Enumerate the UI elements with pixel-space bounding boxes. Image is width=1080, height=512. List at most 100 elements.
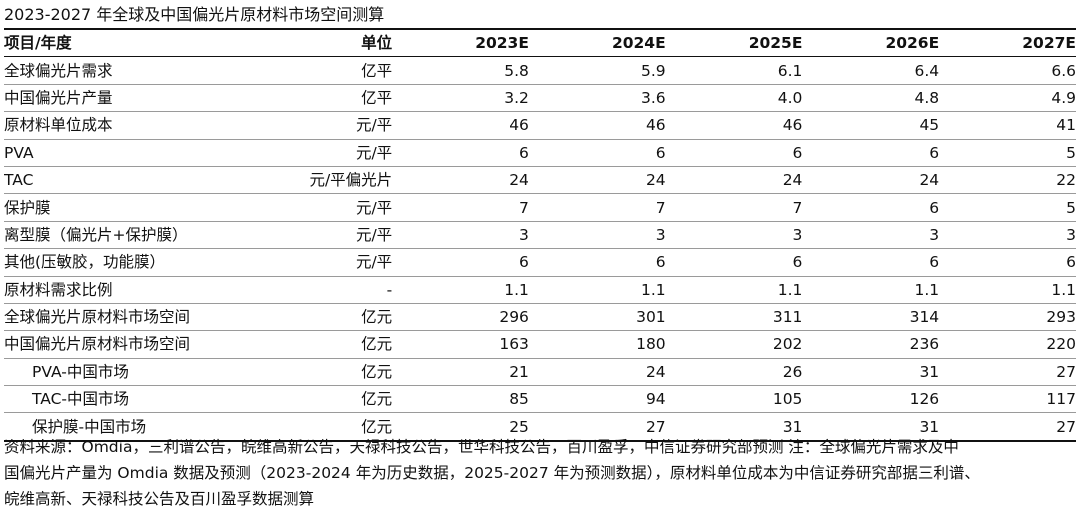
row-value: 4.0	[665, 84, 803, 113]
row-value: 24	[528, 358, 666, 387]
row-value: 126	[802, 385, 940, 414]
header-2024: 2024E	[528, 28, 666, 58]
footnote-line: 皖维高新、天禄科技公告及百川盈孚数据测算	[4, 490, 315, 508]
row-value: 5.9	[528, 56, 666, 85]
row-value: 1.1	[802, 276, 940, 304]
row-value: 85	[392, 385, 529, 414]
row-value: 6	[802, 193, 940, 222]
row-value: 180	[528, 330, 666, 359]
row-unit: 元/平	[241, 221, 393, 250]
row-value: 3	[392, 221, 529, 250]
row-value: 24	[392, 166, 529, 195]
row-value: 6	[528, 139, 666, 167]
table-row: PVA-中国市场 亿元 21 24 26 31 27	[4, 358, 1076, 387]
table-row: 保护膜-中国市场 亿元 25 27 31 31 27	[4, 412, 1076, 442]
footnote-line: 国偏光片产量为 Omdia 数据及预测（2023-2024 年为历史数据，202…	[4, 464, 980, 482]
row-value: 26	[665, 358, 803, 387]
table-row: 其他(压敏胶，功能膜） 元/平 6 6 6 6 6	[4, 248, 1076, 277]
row-unit: 元/平	[241, 111, 393, 140]
table-row: 保护膜 元/平 7 7 7 6 5	[4, 193, 1076, 222]
row-value: 1.1	[665, 276, 803, 304]
table-row: 全球偏光片原材料市场空间 亿元 296 301 311 314 293	[4, 303, 1076, 332]
row-item-label: 中国偏光片原材料市场空间	[4, 330, 242, 359]
row-value: 6	[528, 248, 666, 277]
row-value: 27	[939, 412, 1076, 442]
row-item-label: 全球偏光片原材料市场空间	[4, 303, 242, 332]
row-value: 6	[392, 248, 529, 277]
table-row: TAC 元/平偏光片 24 24 24 24 22	[4, 166, 1076, 195]
row-value: 117	[939, 385, 1076, 414]
row-value: 3	[802, 221, 940, 250]
row-unit: 亿元	[241, 412, 393, 442]
row-unit: 元/平偏光片	[241, 166, 393, 195]
row-item-label: TAC-中国市场	[4, 385, 242, 414]
row-value: 94	[528, 385, 666, 414]
row-item-label: 离型膜（偏光片+保护膜）	[4, 221, 242, 250]
row-unit: 元/平	[241, 139, 393, 167]
row-item-label: 保护膜	[4, 193, 242, 222]
table-row: 离型膜（偏光片+保护膜） 元/平 3 3 3 3 3	[4, 221, 1076, 250]
header-2026: 2026E	[802, 28, 940, 58]
table-row: TAC-中国市场 亿元 85 94 105 126 117	[4, 385, 1076, 414]
row-value: 24	[802, 166, 940, 195]
row-unit: 亿平	[241, 84, 393, 113]
row-value: 1.1	[939, 276, 1076, 304]
header-unit: 单位	[241, 28, 393, 58]
row-value: 163	[392, 330, 529, 359]
header-2023: 2023E	[392, 28, 529, 58]
row-value: 5.8	[392, 56, 529, 85]
row-value: 25	[392, 412, 529, 442]
row-value: 7	[528, 193, 666, 222]
row-value: 27	[528, 412, 666, 442]
row-value: 6.4	[802, 56, 940, 85]
row-unit: 元/平	[241, 248, 393, 277]
table-body: 全球偏光片需求 亿平 5.8 5.9 6.1 6.4 6.6 中国偏光片产量 亿平 3.2 3.6 4…	[4, 56, 1076, 442]
table-row: PVA 元/平 6 6 6 6 5	[4, 139, 1076, 167]
table-row: 原材料需求比例 -1.1 1.1 1.1 1.1 1.1	[4, 276, 1076, 304]
row-value: 5	[939, 139, 1076, 167]
row-value: 7	[392, 193, 529, 222]
row-unit: 元/平	[241, 193, 393, 222]
row-unit: 亿元	[241, 358, 393, 387]
row-item-label: 其他(压敏胶，功能膜）	[4, 248, 242, 277]
row-value: 3	[665, 221, 803, 250]
row-value: 293	[939, 303, 1076, 332]
row-value: 314	[802, 303, 940, 332]
table-title: 2023-2027 年全球及中国偏光片原材料市场空间测算	[4, 5, 385, 24]
row-value: 41	[939, 111, 1076, 140]
row-value: 46	[665, 111, 803, 140]
row-value: 6	[665, 248, 803, 277]
header-2027: 2027E	[939, 28, 1076, 58]
row-value: 296	[392, 303, 529, 332]
row-value: 27	[939, 358, 1076, 387]
header-row: 项目/年度 单位 2023E 2024E 2025E 2026E 2027E	[4, 28, 1076, 58]
footnote-line: 资料来源：Omdia，三利谱公告，皖维高新公告，天禄科技公告，世华科技公告，百川…	[4, 438, 959, 456]
row-value: 1.1	[392, 276, 529, 304]
row-value: 105	[665, 385, 803, 414]
header-item: 项目/年度	[4, 28, 242, 58]
table-row: 原材料单位成本 元/平 46 46 46 45 41	[4, 111, 1076, 140]
row-value: 6	[392, 139, 529, 167]
header-2025: 2025E	[665, 28, 803, 58]
row-value: 24	[528, 166, 666, 195]
row-value: 6.1	[665, 56, 803, 85]
row-value: 31	[802, 358, 940, 387]
row-value: 45	[802, 111, 940, 140]
row-item-label: 原材料单位成本	[4, 111, 242, 140]
row-value: 6	[939, 248, 1076, 277]
row-value: 24	[665, 166, 803, 195]
row-item-label: 原材料需求比例	[4, 276, 242, 304]
table-row: 全球偏光片需求 亿平 5.8 5.9 6.1 6.4 6.6	[4, 56, 1076, 85]
row-value: 6	[665, 139, 803, 167]
row-item-label: PVA	[4, 139, 242, 167]
row-unit: 亿平	[241, 56, 393, 85]
row-value: 6	[802, 139, 940, 167]
row-unit: 亿元	[241, 303, 393, 332]
row-value: 202	[665, 330, 803, 359]
row-unit: 亿元	[241, 385, 393, 414]
source-footnote: 资料来源：Omdia，三利谱公告，皖维高新公告，天禄科技公告，世华科技公告，百川…	[4, 434, 1076, 512]
row-value: 22	[939, 166, 1076, 195]
row-item-label: PVA-中国市场	[4, 358, 242, 387]
row-value: 4.9	[939, 84, 1076, 113]
